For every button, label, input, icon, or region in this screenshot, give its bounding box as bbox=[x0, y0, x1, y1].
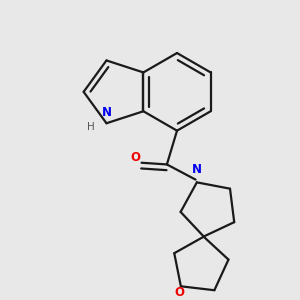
Text: H: H bbox=[87, 122, 95, 132]
Text: O: O bbox=[130, 151, 140, 164]
Text: N: N bbox=[101, 106, 112, 119]
Text: O: O bbox=[174, 286, 184, 299]
Text: N: N bbox=[192, 163, 202, 176]
